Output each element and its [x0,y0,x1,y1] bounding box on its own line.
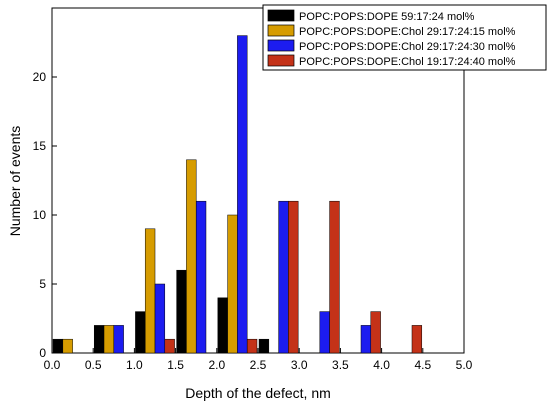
bar [246,338,258,354]
bar [360,325,372,354]
bar [195,200,207,354]
legend-label: POPC:POPS:DOPE:Chol 29:17:24:15 mol% [299,26,516,38]
bar [154,283,166,354]
x-tick-label: 3.0 [291,358,308,372]
bar [135,311,146,354]
legend-swatch [267,39,295,52]
x-tick-label: 4.0 [373,358,390,372]
x-tick-label: 0.0 [44,358,61,372]
x-tick-label: 3.5 [332,358,349,372]
legend-label: POPC:POPS:DOPE 59:17:24 mol% [299,11,475,23]
bar [144,228,156,354]
bar [258,338,270,354]
legend-swatch [267,24,295,37]
y-axis-ticks: 0 5 10 15 20 [33,70,57,360]
legend-box [262,4,547,71]
x-tick-label: 5.0 [456,358,473,372]
bar [217,297,228,354]
y-tick-label: 10 [33,208,47,222]
legend-swatch [267,54,295,67]
x-tick-label: 2.0 [208,358,225,372]
y-axis-title: Number of events [7,126,23,237]
y-tick-label: 0 [39,346,46,360]
legend-swatch [267,9,295,22]
bar [52,338,64,354]
bar [288,200,299,354]
y-tick-label: 5 [39,277,46,291]
legend-label: POPC:POPS:DOPE:Chol 29:17:24:30 mol% [299,41,516,53]
x-tick-label: 1.5 [167,358,184,372]
x-tick-label: 2.5 [250,358,267,372]
bar [62,338,73,354]
x-tick-label: 4.5 [414,358,431,372]
bar [93,325,105,354]
legend-label: POPC:POPS:DOPE:Chol 19:17:24:40 mol% [299,56,516,68]
bar [370,311,381,354]
bar [319,311,330,354]
bar [237,35,248,354]
bar [113,325,124,354]
bar [227,214,238,354]
x-axis-ticks: 0.0 0.5 1.0 1.5 2.0 2.5 3.0 3.5 4.0 4.5 5.0 [44,348,473,372]
bar [278,200,289,354]
x-tick-label: 1.0 [126,358,143,372]
bar [176,269,187,354]
bar [186,159,197,354]
y-tick-label: 20 [33,70,47,84]
bars-layer [52,35,423,354]
bar [103,325,115,354]
bar [329,200,340,354]
bar [164,338,175,354]
x-axis-title: Depth of the defect, nm [185,385,331,401]
y-tick-label: 15 [33,139,47,153]
bar [411,325,423,354]
x-tick-label: 0.5 [85,358,102,372]
legend: POPC:POPS:DOPE 59:17:24 mol% POPC:POPS:DO… [262,4,547,71]
